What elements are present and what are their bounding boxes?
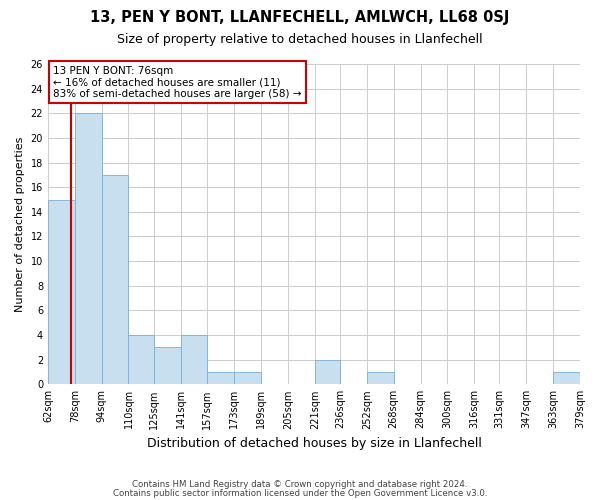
Bar [154, 348, 181, 385]
Text: 13, PEN Y BONT, LLANFECHELL, AMLWCH, LL68 0SJ: 13, PEN Y BONT, LLANFECHELL, AMLWCH, LL6… [91, 10, 509, 25]
X-axis label: Distribution of detached houses by size in Llanfechell: Distribution of detached houses by size … [146, 437, 481, 450]
Bar [48, 200, 75, 384]
Bar [208, 372, 234, 384]
Bar [315, 360, 340, 384]
Text: Contains HM Land Registry data © Crown copyright and database right 2024.: Contains HM Land Registry data © Crown c… [132, 480, 468, 489]
Text: Contains public sector information licensed under the Open Government Licence v3: Contains public sector information licen… [113, 489, 487, 498]
Text: Size of property relative to detached houses in Llanfechell: Size of property relative to detached ho… [117, 32, 483, 46]
Bar [75, 114, 101, 384]
Y-axis label: Number of detached properties: Number of detached properties [15, 136, 25, 312]
Text: 13 PEN Y BONT: 76sqm
← 16% of detached houses are smaller (11)
83% of semi-detac: 13 PEN Y BONT: 76sqm ← 16% of detached h… [53, 66, 302, 99]
Bar [181, 335, 208, 384]
Bar [367, 372, 394, 384]
Bar [101, 175, 128, 384]
Bar [234, 372, 261, 384]
Bar [128, 335, 154, 384]
Bar [553, 372, 580, 384]
